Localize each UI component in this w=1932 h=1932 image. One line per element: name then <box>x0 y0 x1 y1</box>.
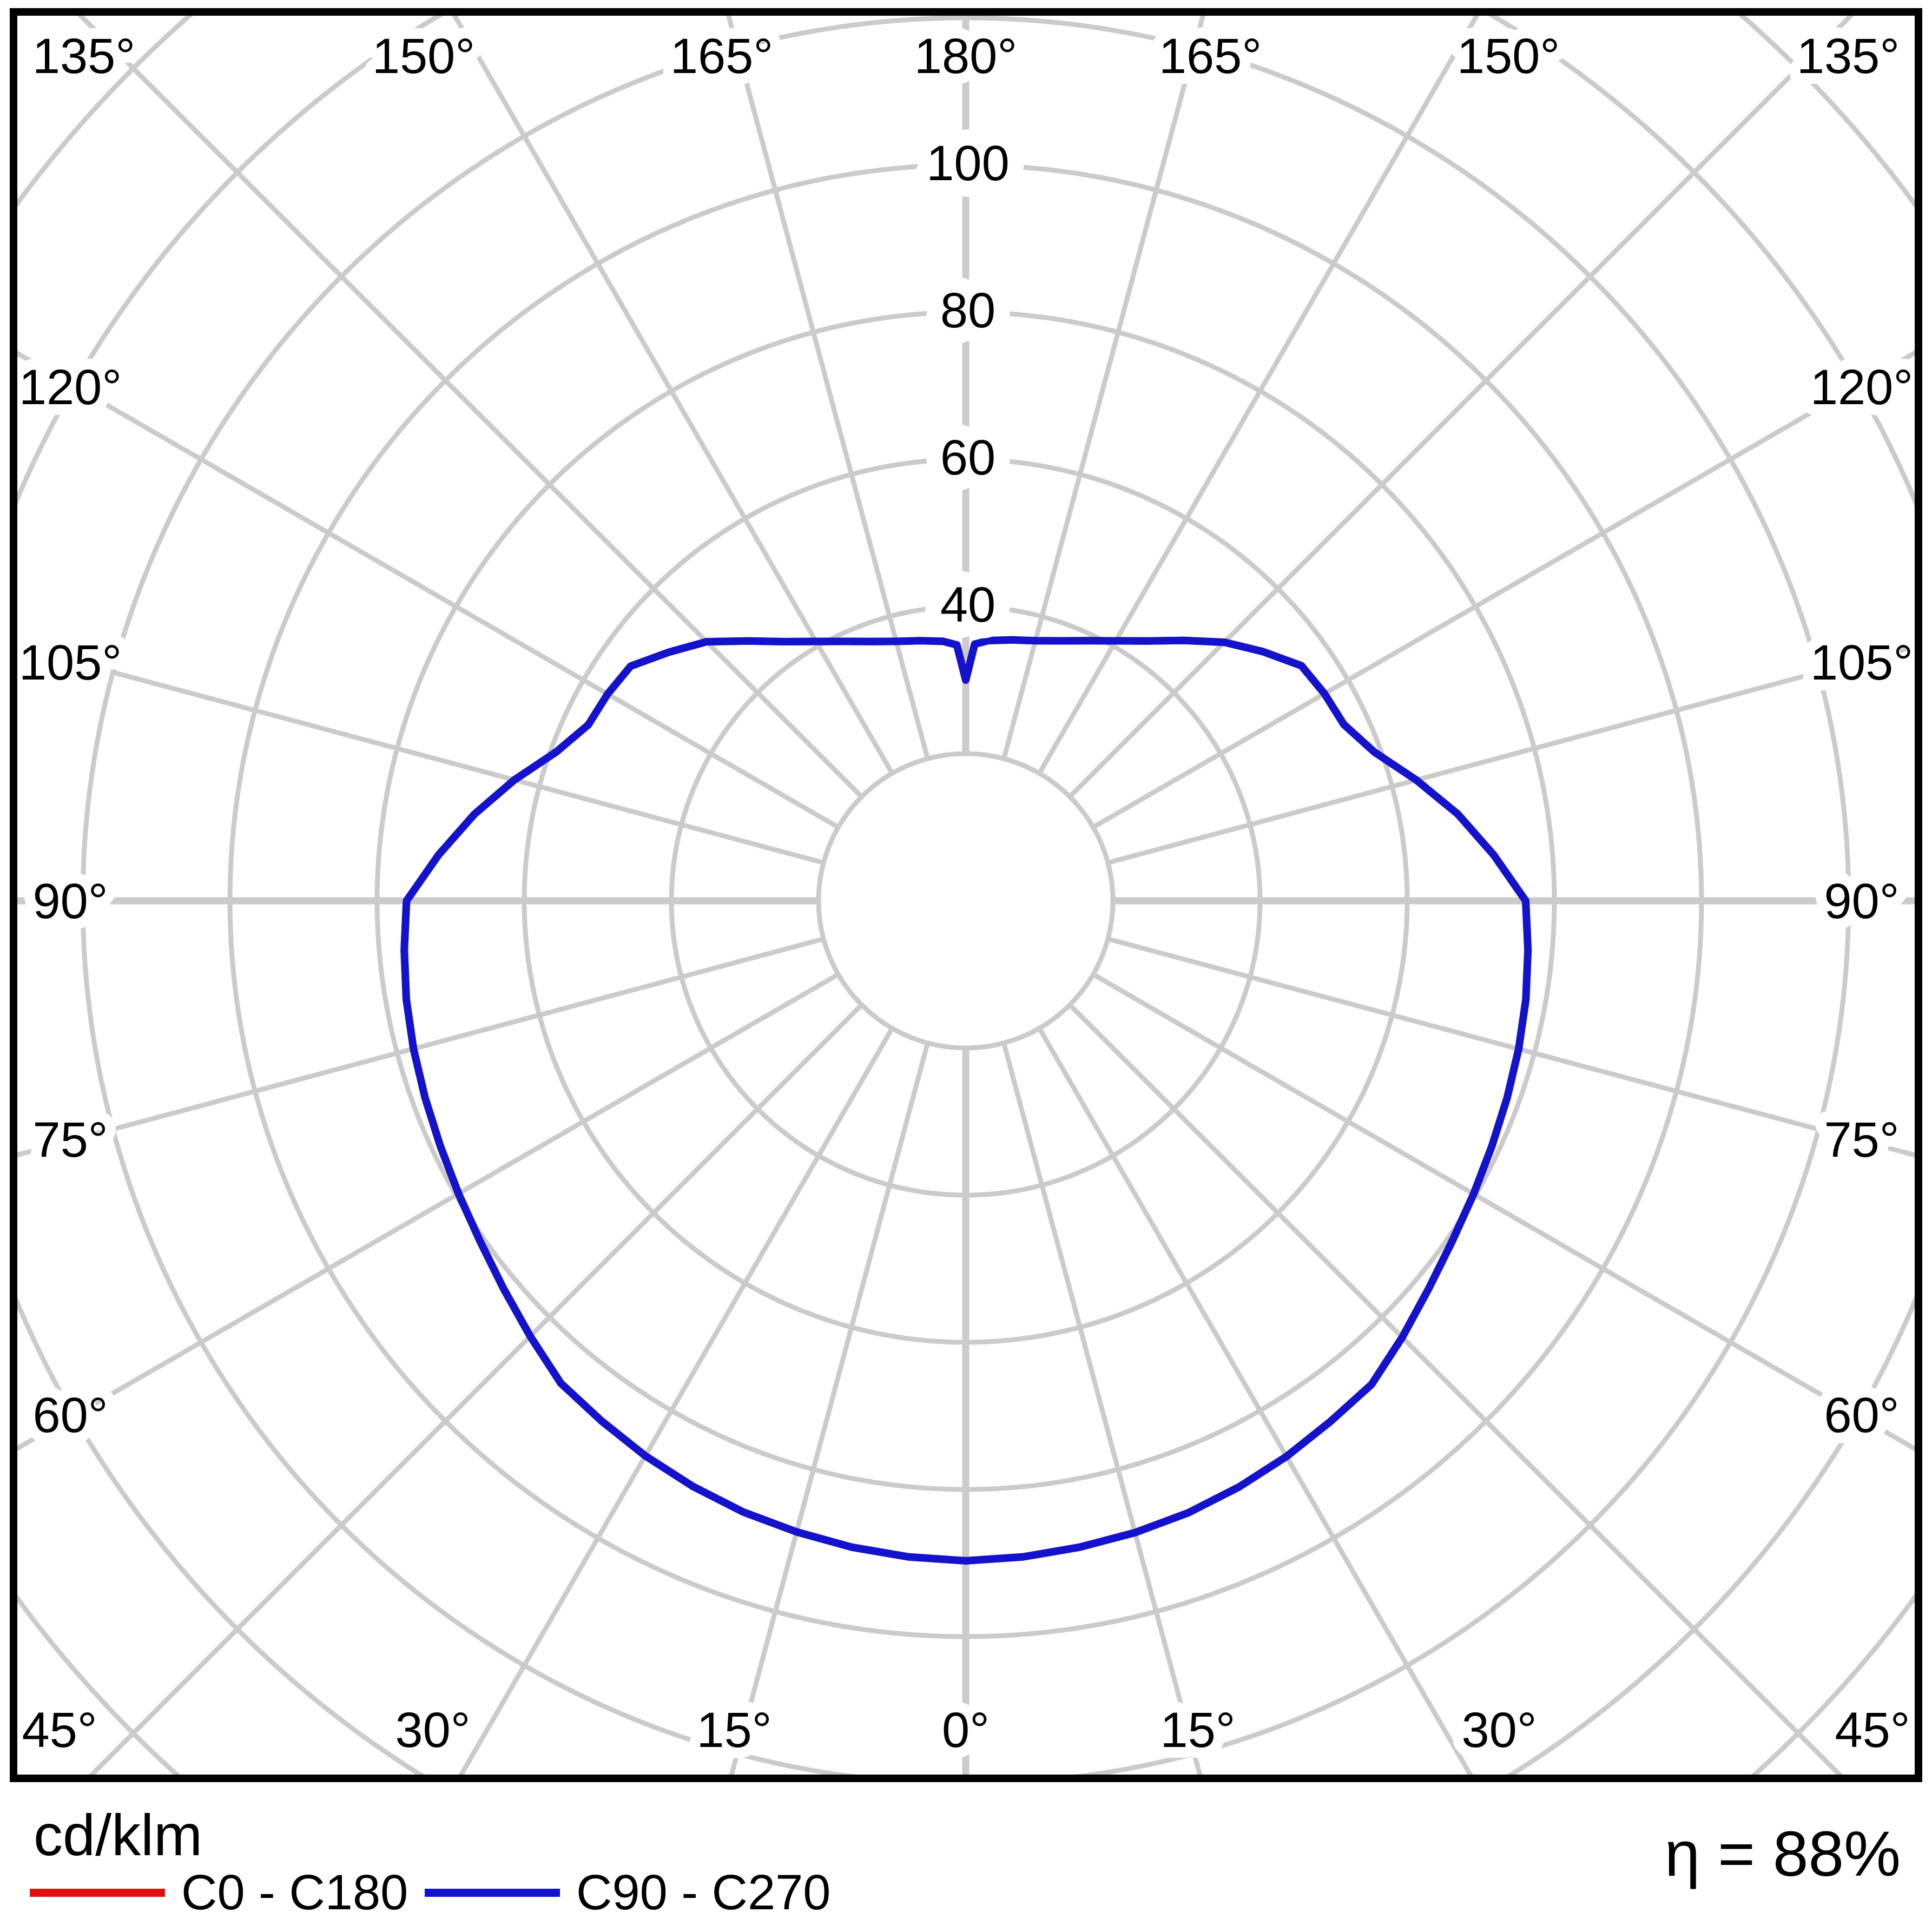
angle-label-left: 105° <box>19 635 122 690</box>
polar-grid-ray <box>1037 12 1482 775</box>
polar-grid-ray <box>725 12 930 760</box>
angle-label-right: 105° <box>1810 635 1913 690</box>
angle-label-left: 120° <box>19 360 122 415</box>
angle-label-bottom: 0° <box>942 1703 990 1758</box>
plot-border <box>10 8 1922 1782</box>
angle-label-bottom: 15° <box>696 1703 772 1758</box>
angle-label-right: 90° <box>1824 874 1899 929</box>
polar-grid-ray <box>728 1042 930 1778</box>
angle-label-top: 180° <box>914 29 1017 84</box>
angle-label-left: 75° <box>32 1112 108 1168</box>
angle-label-right: 60° <box>1824 1388 1899 1443</box>
polar-grid-ray <box>84 1003 863 1778</box>
angle-label-top: 165° <box>1159 29 1262 84</box>
polar-grid-ray <box>456 1027 894 1778</box>
curve-c90-c270 <box>400 636 1532 1565</box>
legend-item-c0-c180: C0 - C180 <box>30 1865 408 1920</box>
legend-label-c90-c270: C90 - C270 <box>576 1865 831 1920</box>
angle-label-bottom: 15° <box>1160 1703 1235 1758</box>
legend-label-c0-c180: C0 - C180 <box>181 1865 408 1920</box>
efficiency-label: η = 88% <box>1664 1818 1901 1890</box>
polar-grid-ray <box>1092 972 1918 1454</box>
angle-label-bottom: 30° <box>1461 1703 1537 1758</box>
polar-grid-ray <box>1068 1003 1847 1778</box>
polar-grid-ray <box>14 972 840 1454</box>
angle-label-right: 75° <box>1824 1112 1899 1168</box>
angle-label-top: 150° <box>1457 29 1560 84</box>
angle-label-bottom: 45° <box>22 1703 97 1758</box>
legend-swatch-c0-c180 <box>30 1888 165 1897</box>
polar-grid-ray <box>1107 643 1918 865</box>
legend: C0 - C180 C90 - C270 <box>0 1865 1932 1925</box>
polar-grid-ray <box>14 348 840 829</box>
polar-grid-ray <box>73 12 863 799</box>
polar-grid-ray <box>1107 937 1918 1159</box>
radial-tick-label: 100 <box>926 136 1010 191</box>
polar-grid-ray <box>450 12 894 775</box>
angle-label-top: 150° <box>372 29 475 84</box>
angle-label-left: 60° <box>32 1388 108 1443</box>
radial-tick-label: 40 <box>940 577 995 632</box>
polar-grid-ray <box>1092 348 1918 829</box>
polar-grid-ray <box>1001 1042 1204 1778</box>
polar-grid-ray <box>1001 12 1206 760</box>
angle-label-bottom: 30° <box>395 1703 470 1758</box>
angle-label-right: 120° <box>1810 360 1913 415</box>
angle-label-bottom: 45° <box>1835 1703 1910 1758</box>
angle-label-top: 135° <box>32 29 135 84</box>
radial-tick-label: 60 <box>940 430 995 485</box>
angle-label-top: 135° <box>1797 29 1900 84</box>
legend-swatch-c90-c270 <box>425 1888 560 1897</box>
polar-grid-ray <box>1037 1027 1475 1778</box>
angle-label-top: 165° <box>670 29 773 84</box>
polar-grid-ray <box>1068 12 1858 799</box>
polar-grid-ray <box>14 937 825 1159</box>
radial-unit-label: cd/klm <box>34 1802 203 1868</box>
polar-grid-ray <box>14 643 825 865</box>
angle-label-left: 90° <box>32 874 108 929</box>
radial-tick-label: 80 <box>940 283 995 338</box>
legend-item-c90-c270: C90 - C270 <box>425 1865 830 1920</box>
